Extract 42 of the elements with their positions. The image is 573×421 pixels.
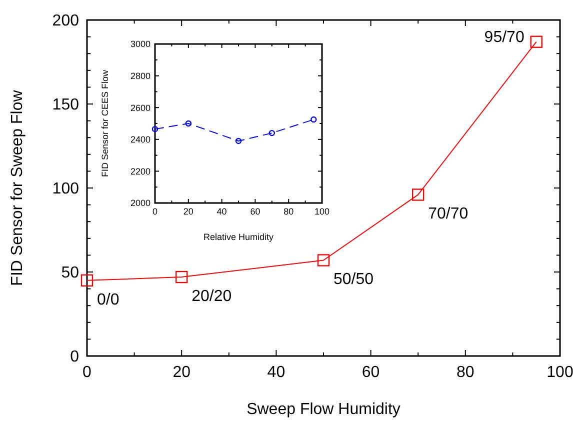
y-tick-label: 50 bbox=[61, 264, 80, 282]
x-tick-label: 40 bbox=[216, 206, 227, 217]
point bbox=[235, 138, 242, 144]
x-tick-label: 0 bbox=[82, 364, 92, 381]
annotation: 95/70 bbox=[484, 28, 524, 46]
annotation: 70/70 bbox=[428, 206, 468, 223]
point bbox=[176, 270, 188, 284]
point bbox=[317, 254, 330, 266]
x-tick-label: 0 bbox=[152, 206, 158, 217]
y-axis-title: FID Sensor for Sweep Flow bbox=[9, 90, 26, 286]
x-axis-title: Relative Humidity bbox=[203, 232, 274, 242]
y-axis-title: FID Sensor for CEES Flow bbox=[100, 69, 110, 178]
x-tick-label: 100 bbox=[546, 364, 573, 381]
y-tick-label: 150 bbox=[52, 96, 80, 114]
x-tick-label: 80 bbox=[456, 364, 474, 381]
y-tick-label: 2400 bbox=[130, 134, 150, 145]
x-tick-label: 80 bbox=[284, 206, 294, 217]
point bbox=[530, 36, 542, 48]
x-tick-label: 100 bbox=[314, 206, 330, 217]
y-tick-label: 100 bbox=[52, 180, 80, 198]
point bbox=[412, 188, 424, 201]
x-tick-label: 40 bbox=[267, 364, 286, 381]
annotation: 20/20 bbox=[192, 288, 232, 306]
point bbox=[152, 126, 158, 132]
y-tick-label: 200 bbox=[52, 12, 80, 30]
x-tick-label: 20 bbox=[183, 206, 194, 217]
y-tick-label: 2000 bbox=[130, 198, 150, 208]
y-tick-label: 0 bbox=[70, 348, 80, 366]
x-tick-label: 60 bbox=[362, 364, 380, 381]
annotation: 50/50 bbox=[334, 271, 374, 288]
point bbox=[268, 130, 275, 136]
point bbox=[310, 116, 317, 123]
y-tick-label: 2800 bbox=[130, 70, 150, 81]
x-axis-title: Sweep Flow Humidity bbox=[246, 401, 400, 418]
y-tick-label: 2200 bbox=[130, 166, 150, 176]
x-tick-label: 20 bbox=[172, 364, 191, 381]
point bbox=[80, 274, 94, 286]
point bbox=[185, 120, 192, 127]
y-tick-label: 3000 bbox=[130, 39, 150, 50]
x-tick-label: 60 bbox=[250, 206, 260, 217]
annotation: 0/0 bbox=[97, 291, 120, 308]
y-tick-label: 2600 bbox=[130, 102, 150, 113]
